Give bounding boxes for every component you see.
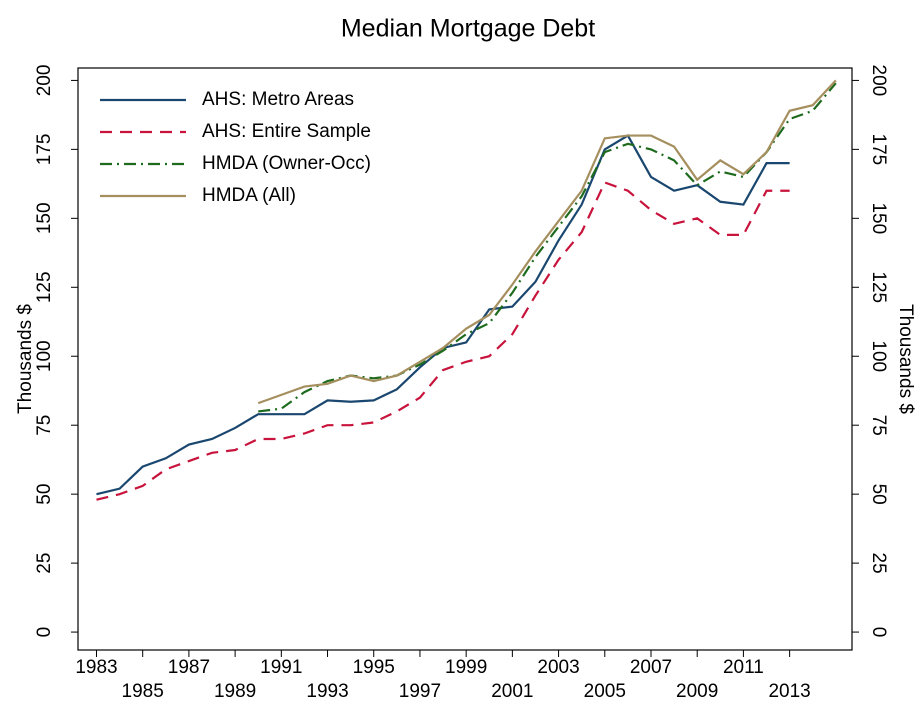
legend-label: AHS: Metro Areas — [202, 89, 354, 110]
y-tick-label: 75 — [34, 415, 55, 436]
y2-axis-label: Thousands $ — [895, 304, 916, 414]
x-tick-label: 2005 — [584, 681, 626, 702]
x-tick-label: 2009 — [676, 681, 718, 702]
y-tick-label: 175 — [34, 134, 55, 166]
x-tick-label: 2007 — [630, 657, 672, 678]
x-tick-label: 1993 — [306, 681, 348, 702]
x-tick-label: 1991 — [260, 657, 302, 678]
y-tick-label: 50 — [34, 484, 55, 505]
y2-tick-label: 200 — [868, 65, 889, 97]
y-tick-label: 0 — [34, 627, 55, 638]
x-tick-label: 1989 — [214, 681, 256, 702]
x-tick-label: 2013 — [768, 681, 810, 702]
x-tick-label: 1985 — [122, 681, 164, 702]
series-line — [96, 181, 790, 501]
x-tick-label: 2011 — [723, 657, 764, 678]
y2-tick-label: 125 — [868, 271, 889, 303]
legend-label: AHS: Entire Sample — [202, 121, 371, 142]
y-tick-label: 150 — [34, 202, 55, 234]
chart-title: Median Mortgage Debt — [341, 15, 595, 43]
x-tick-label: 1999 — [445, 657, 487, 678]
plot-frame — [77, 67, 853, 651]
y-tick-label: 100 — [34, 340, 55, 372]
y-tick-label: 200 — [34, 65, 55, 97]
x-tick-label: 2003 — [537, 657, 579, 678]
y2-tick-label: 0 — [868, 627, 889, 638]
y2-tick-label: 75 — [868, 415, 889, 436]
x-tick-label: 1983 — [75, 657, 117, 678]
y-tick-label: 125 — [34, 271, 55, 303]
y2-tick-label: 25 — [868, 553, 889, 574]
x-tick-label: 2001 — [491, 681, 533, 702]
x-tick-label: 1995 — [353, 657, 395, 678]
x-tick-label: 1997 — [399, 681, 441, 702]
y2-tick-label: 150 — [868, 202, 889, 234]
y2-tick-label: 100 — [868, 340, 889, 372]
legend-label: HMDA (Owner-Occ) — [202, 153, 371, 174]
series-line — [257, 79, 837, 405]
y-axis-label: Thousands $ — [15, 304, 36, 414]
legend-label: HMDA (All) — [202, 185, 296, 206]
y2-tick-label: 175 — [868, 134, 889, 166]
y-tick-label: 25 — [34, 553, 55, 574]
x-tick-label: 1987 — [168, 657, 210, 678]
y2-tick-label: 50 — [868, 484, 889, 505]
